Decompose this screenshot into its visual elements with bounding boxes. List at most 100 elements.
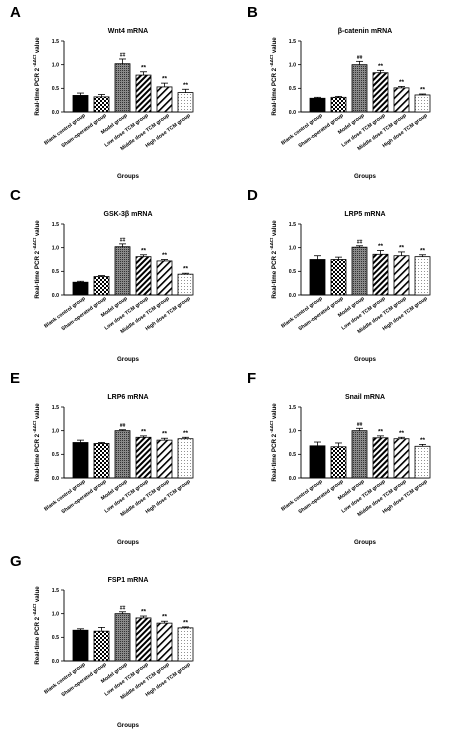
y-axis-label-main: Real-time PCR 2 <box>271 250 278 298</box>
y-tick-label: 1.0 <box>289 62 296 68</box>
bar <box>114 63 131 113</box>
bar <box>177 273 194 296</box>
chart-panel: G FSP1 mRNA 0.0 0.5 1.0 1.5 Real-time PCR 2 -Δ… <box>10 553 194 729</box>
y-tick-label: 0.5 <box>52 86 59 92</box>
bar <box>93 276 110 296</box>
y-axis-label-tail: value <box>271 403 278 421</box>
y-axis-label: Real-time PCR 2 -ΔΔCt value <box>269 37 278 116</box>
x-axis-label: Groups <box>354 356 377 363</box>
bar <box>309 259 326 296</box>
x-axis-label: Groups <box>354 173 377 180</box>
y-tick-label: 1.5 <box>289 39 296 45</box>
y-axis-label-main: Real-time PCR 2 <box>34 616 41 664</box>
significance-label: ** <box>141 64 147 71</box>
y-axis-label-main: Real-time PCR 2 <box>271 67 278 115</box>
significance-label: ## <box>357 239 363 245</box>
bar <box>114 246 131 296</box>
bar <box>114 430 131 479</box>
significance-label: ** <box>183 82 189 89</box>
y-axis-label-superscript: -ΔΔCt <box>32 54 37 68</box>
y-tick-label: 0.5 <box>289 86 296 92</box>
y-tick-label: 0.5 <box>52 635 59 641</box>
y-axis-label-superscript: -ΔΔCt <box>32 603 37 617</box>
panel-letter: B <box>247 4 258 21</box>
significance-label: ** <box>420 87 426 94</box>
bar <box>135 436 152 479</box>
significance-label: ** <box>141 428 147 435</box>
y-axis-label-tail: value <box>34 403 41 421</box>
y-axis-label: Real-time PCR 2 -ΔΔCt value <box>32 37 41 116</box>
bar <box>330 96 347 113</box>
bar <box>72 95 89 113</box>
y-tick-label: 0.0 <box>52 293 59 299</box>
y-tick-label: 0.0 <box>289 293 296 299</box>
bar <box>72 281 89 296</box>
significance-label: ** <box>141 247 147 254</box>
y-tick-label: 0.0 <box>52 476 59 482</box>
significance-label: ## <box>357 422 363 428</box>
chart-title: Snail mRNA <box>345 394 385 401</box>
panel-letter: C <box>10 187 21 204</box>
bar <box>351 246 368 296</box>
y-axis-label-superscript: -ΔΔCt <box>269 420 274 434</box>
bar <box>414 256 431 296</box>
bar <box>351 64 368 113</box>
significance-label: ## <box>120 52 126 58</box>
bar <box>156 86 173 113</box>
y-axis-label: Real-time PCR 2 -ΔΔCt value <box>32 586 41 665</box>
significance-label: ** <box>399 430 405 437</box>
bar <box>414 445 431 479</box>
bar <box>177 627 194 662</box>
bar <box>309 445 326 479</box>
bar <box>372 437 389 479</box>
y-tick-label: 0.5 <box>52 269 59 275</box>
y-tick-label: 0.0 <box>289 476 296 482</box>
bar <box>372 253 389 296</box>
significance-label: ## <box>357 55 363 61</box>
chart-panel: A Wnt4 mRNA 0.0 0.5 1.0 1.5 Real-time PCR 2 -Δ… <box>10 4 194 180</box>
y-axis-label-main: Real-time PCR 2 <box>271 433 278 481</box>
bar <box>135 256 152 296</box>
bar <box>177 438 194 479</box>
chart-panel: Bβ-catenin mRNA 0.0 0.5 1.0 1.5 Real-time PCR… <box>247 4 431 180</box>
chart-panel: D LRP5 mRNA 0.0 0.5 1.0 1.5 Real-time PCR 2 -Δ… <box>247 187 431 363</box>
y-axis-label-superscript: -ΔΔCt <box>32 237 37 251</box>
bar <box>351 430 368 479</box>
significance-label: ** <box>378 428 384 435</box>
chart-title: FSP1 mRNA <box>108 577 149 584</box>
y-axis-label-main: Real-time PCR 2 <box>34 250 41 298</box>
y-tick-label: 1.5 <box>289 405 296 411</box>
y-tick-label: 1.5 <box>289 222 296 228</box>
y-tick-label: 1.0 <box>289 428 296 434</box>
significance-label: ** <box>399 244 405 251</box>
significance-label: ** <box>420 247 426 254</box>
bar <box>72 629 89 662</box>
y-axis-label-main: Real-time PCR 2 <box>34 67 41 115</box>
significance-label: ** <box>162 614 168 621</box>
bar <box>135 617 152 662</box>
panel-letter: F <box>247 370 256 387</box>
chart-title: LRP6 mRNA <box>107 394 148 401</box>
bar <box>93 630 110 662</box>
y-tick-label: 1.5 <box>52 588 59 594</box>
panel-letter: D <box>247 187 258 204</box>
significance-label: ## <box>120 237 126 243</box>
y-axis-label-tail: value <box>271 37 278 55</box>
chart-panel: E LRP6 mRNA 0.0 0.5 1.0 1.5 Real-time PCR 2 -Δ… <box>10 370 194 546</box>
chart-panel: C GSK-3β mRNA 0.0 0.5 1.0 1.5 Real-time PCR 2 … <box>10 187 194 363</box>
bar <box>72 442 89 479</box>
significance-label: ** <box>162 76 168 83</box>
panel-letter: G <box>10 553 22 570</box>
bar <box>414 94 431 113</box>
y-axis-label-superscript: -ΔΔCt <box>269 237 274 251</box>
significance-label: ## <box>120 423 126 429</box>
bar <box>177 92 194 113</box>
bar <box>393 438 410 479</box>
bar <box>309 97 326 113</box>
significance-label: ** <box>162 252 168 259</box>
chart-title: β-catenin mRNA <box>338 28 392 35</box>
y-tick-label: 1.0 <box>289 245 296 251</box>
y-tick-label: 0.0 <box>52 659 59 665</box>
bar <box>135 74 152 113</box>
